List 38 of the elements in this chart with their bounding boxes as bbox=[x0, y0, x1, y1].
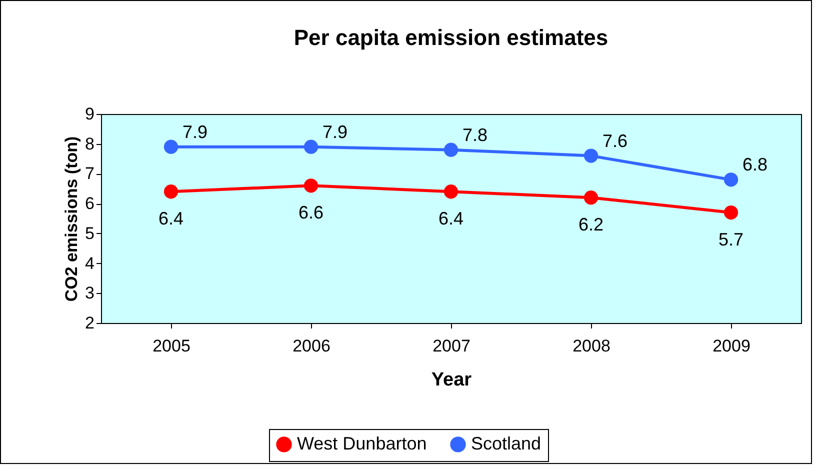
y-tick-label: 3 bbox=[85, 284, 94, 303]
x-tick-label: 2005 bbox=[152, 336, 190, 356]
point bbox=[444, 184, 458, 199]
point bbox=[584, 190, 598, 205]
data-label: 6.6 bbox=[298, 202, 324, 223]
y-tick-label: 5 bbox=[85, 224, 94, 243]
legend-label: West Dunbarton bbox=[297, 433, 427, 454]
data-label: 7.9 bbox=[182, 122, 208, 142]
y-tick-label: 4 bbox=[85, 254, 94, 273]
y-tick-label: 8 bbox=[85, 134, 94, 154]
data-label: 6.4 bbox=[438, 208, 464, 229]
y-axis-title: CO2 emissions (ton) bbox=[62, 136, 82, 302]
data-label: 6.2 bbox=[578, 214, 604, 235]
data-label: 6.4 bbox=[158, 208, 184, 229]
point bbox=[164, 140, 178, 154]
x-tick-label: 2009 bbox=[712, 336, 750, 356]
data-label: 6.8 bbox=[742, 154, 768, 175]
data-label: 7.6 bbox=[602, 130, 628, 151]
y-tick-label: 7 bbox=[85, 164, 94, 184]
point bbox=[304, 178, 318, 193]
legend-label: Scotland bbox=[471, 433, 542, 454]
x-tick-label: 2008 bbox=[572, 336, 610, 356]
y-tick-label: 2 bbox=[85, 314, 94, 332]
data-label: 7.9 bbox=[322, 122, 348, 142]
point bbox=[444, 142, 458, 157]
data-label: 5.7 bbox=[718, 230, 744, 250]
x-tick-label: 2006 bbox=[292, 336, 330, 356]
point bbox=[724, 205, 738, 220]
y-tick-label: 9 bbox=[85, 104, 94, 124]
x-tick-label: 2007 bbox=[432, 336, 470, 356]
point bbox=[304, 140, 318, 154]
x-axis-title: Year bbox=[431, 370, 472, 390]
data-label: 7.8 bbox=[462, 124, 488, 145]
point bbox=[584, 148, 598, 163]
point bbox=[164, 184, 178, 199]
y-tick-label: 6 bbox=[85, 194, 94, 214]
point bbox=[724, 172, 738, 187]
chart-title: Per capita emission estimates bbox=[294, 25, 608, 50]
